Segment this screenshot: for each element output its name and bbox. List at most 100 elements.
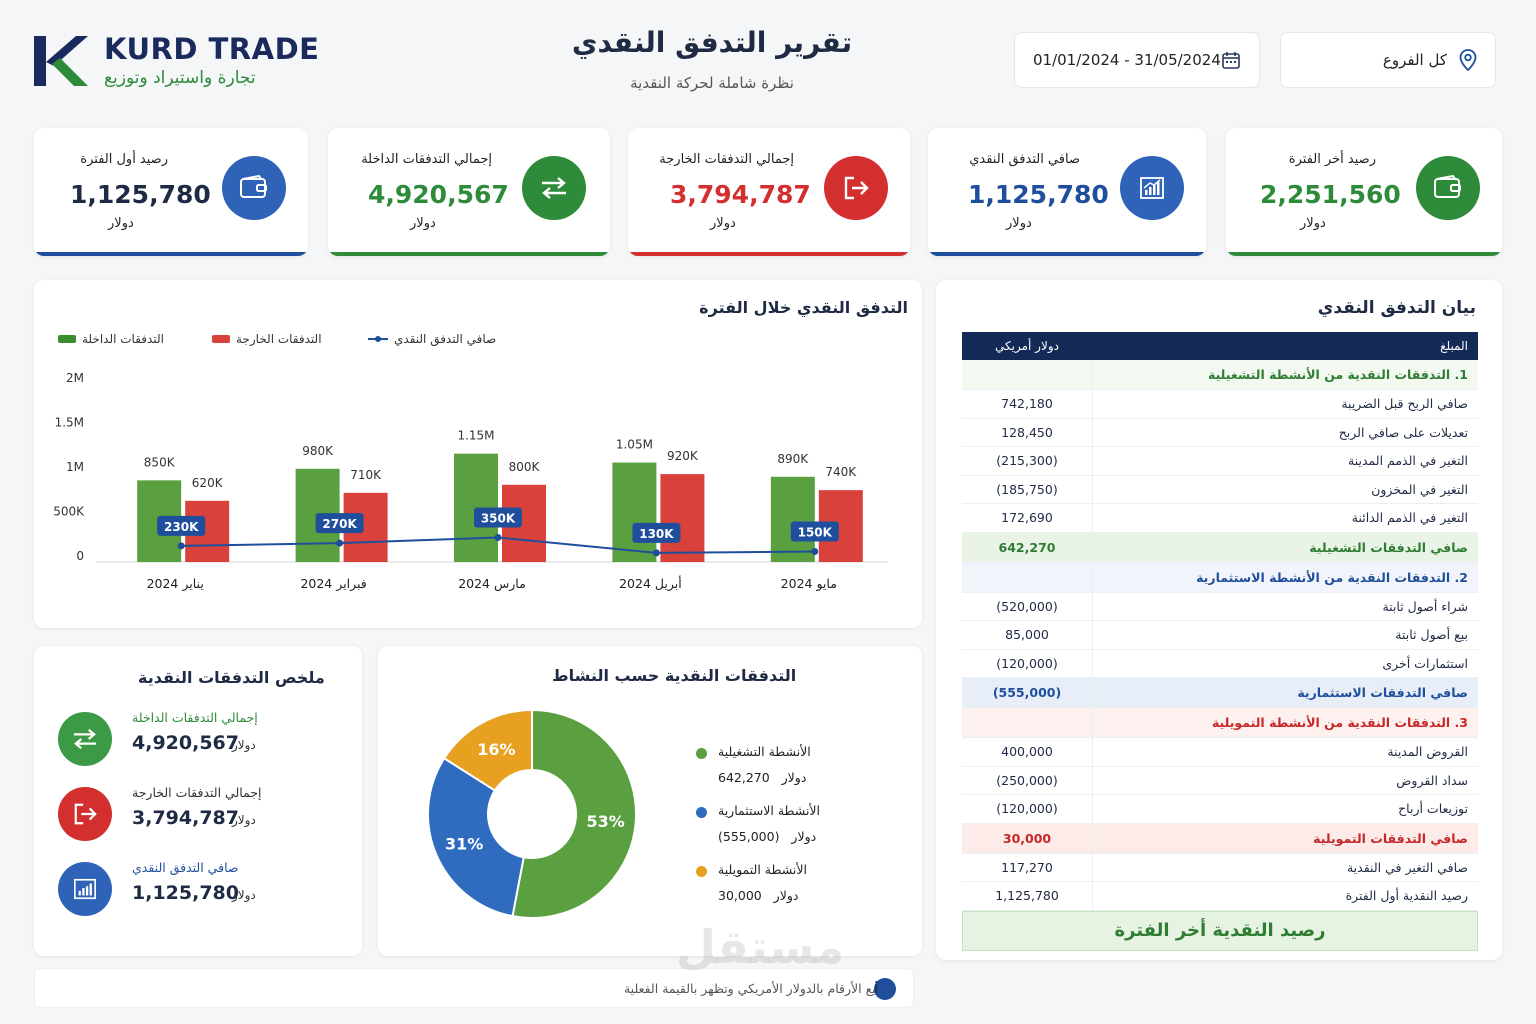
date-range-filter[interactable]: 01/01/2024 - 31/05/2024 bbox=[1014, 32, 1260, 88]
legend-net-label: صافي التدفق النقدي bbox=[394, 332, 497, 346]
info-icon[interactable]: i bbox=[874, 978, 896, 1000]
x-tick-label: يناير 2024 bbox=[147, 576, 205, 592]
summary-currency: دولار bbox=[232, 813, 256, 827]
kpi-closing-balance: رصيد أخر الفترة 2,251,560 دولار bbox=[1226, 128, 1502, 256]
summary-outflow: إجمالي التدفقات الخارجة 3,794,787 دولار bbox=[56, 785, 346, 845]
kpi-label: رصيد أخر الفترة bbox=[1288, 152, 1376, 167]
summary-title: ملخص التدفقات النقدية bbox=[138, 668, 325, 687]
net-flow-label: 270K bbox=[322, 517, 357, 531]
page-subtitle: نظرة شاملة لحركة النقدية bbox=[630, 74, 794, 92]
statement-row-label: شراء أصول ثابتة bbox=[1092, 592, 1478, 620]
statement-row-amount: (215,300) bbox=[996, 453, 1058, 469]
activity-name: الأنشطة الاستثمارية bbox=[718, 803, 821, 818]
statement-total-row: صافي التدفقات التشغيلية 642,270 bbox=[962, 532, 1478, 563]
statement-header: المبلغ دولار أمريكي bbox=[962, 332, 1478, 360]
kpi-label: صافي التدفق النقدي bbox=[969, 152, 1080, 167]
statement-row-label: 2. التدفقات النقدية من الأنشطة الاستثمار… bbox=[1092, 562, 1478, 592]
x-tick-label: مايو 2024 bbox=[781, 576, 837, 592]
statement-row: صافي التغير في النقدية 117,270 bbox=[962, 853, 1478, 882]
branch-filter[interactable]: كل الفروع bbox=[1280, 32, 1496, 88]
inflow-bar-label: 890K bbox=[777, 452, 809, 466]
statement-row-label: توزيعات أرباح bbox=[1092, 795, 1478, 823]
x-tick-label: مارس 2024 bbox=[458, 576, 526, 592]
kpi-label: رصيد أول الفترة bbox=[80, 152, 168, 167]
y-tick-label: 1.5M bbox=[55, 416, 84, 430]
calendar-icon bbox=[1222, 52, 1240, 69]
statement-row-amount: 117,270 bbox=[1001, 859, 1053, 875]
kpi-accent-bar bbox=[34, 252, 308, 256]
statement-row: صافي الربح قبل الضريبة 742,180 bbox=[962, 390, 1478, 419]
k-logo-icon bbox=[34, 36, 88, 86]
summary-net: صافي التدفق النقدي 1,125,780 دولار bbox=[56, 860, 346, 920]
summary-value: 3,794,787 bbox=[132, 807, 239, 829]
activity-currency: دولار bbox=[773, 888, 799, 903]
statement-row-amount: (185,750) bbox=[996, 481, 1058, 497]
y-tick-label: 1M bbox=[66, 460, 84, 474]
statement-row-label: 1. التدفقات النقدية من الأنشطة التشغيلية bbox=[1092, 360, 1478, 389]
donut-slice bbox=[442, 708, 533, 792]
net-flow-point bbox=[336, 539, 344, 547]
net-flow-label: 350K bbox=[481, 512, 516, 526]
statement-row-label: صافي التدفقات التمويلية bbox=[1092, 823, 1478, 853]
kpi-accent-bar bbox=[928, 252, 1206, 256]
statement-section-row: 2. التدفقات النقدية من الأنشطة الاستثمار… bbox=[962, 562, 1478, 593]
location-pin-icon bbox=[1459, 49, 1477, 71]
summary-currency: دولار bbox=[232, 888, 256, 902]
activity-value: دولار 642,270 bbox=[718, 770, 806, 785]
statement-row-label: التغير في المخزون bbox=[1092, 475, 1478, 503]
y-tick-label: 2M bbox=[66, 371, 84, 385]
statement-row: تعديلات على صافي الربح 128,450 bbox=[962, 418, 1478, 447]
activity-currency: دولار bbox=[781, 770, 807, 785]
donut-slice-label: 16% bbox=[477, 740, 515, 759]
branch-value: كل الفروع bbox=[1382, 51, 1447, 69]
cash-flow-chart: 0 500K 1M 1.5M 2M 850K 620K يناير 2024 980K 710K ف… bbox=[53, 371, 888, 592]
summary-label: صافي التدفق النقدي bbox=[132, 860, 239, 875]
brand-name: KURD TRADE bbox=[104, 32, 320, 66]
statement-row-amount: 172,690 bbox=[1001, 510, 1053, 526]
outflow-bar bbox=[660, 474, 705, 562]
inflow-bar-label: 1.05M bbox=[616, 438, 653, 452]
activity-dot bbox=[696, 866, 707, 877]
activity-value: دولار (555,000) bbox=[718, 829, 816, 844]
donut-slice-label: 31% bbox=[445, 834, 483, 853]
statement-row-amount: 642,270 bbox=[998, 539, 1056, 555]
kpi-currency: دولار bbox=[108, 216, 134, 231]
y-tick-label: 0 bbox=[76, 549, 84, 563]
summary-label: إجمالي التدفقات الداخلة bbox=[132, 710, 258, 725]
statement-head-item: المبلغ bbox=[1440, 339, 1468, 353]
statement-row-label: تعديلات على صافي الربح bbox=[1092, 418, 1478, 446]
inflow-bar bbox=[770, 476, 815, 562]
net-flow-label: 130K bbox=[639, 527, 674, 541]
inflow-bar-label: 980K bbox=[302, 444, 334, 458]
kpi-value: 1,125,780 bbox=[968, 180, 1109, 209]
legend-outflow-label: التدفقات الخارجة bbox=[236, 332, 322, 346]
legend-net: صافي التدفق النقدي bbox=[368, 332, 496, 346]
legend-outflow: التدفقات الخارجة bbox=[212, 332, 322, 346]
activity-amount: (555,000) bbox=[718, 829, 780, 844]
activity-name: الأنشطة التمويلية bbox=[718, 862, 807, 877]
statement-row-amount: 85,000 bbox=[1005, 627, 1049, 643]
statement-row-amount: 128,450 bbox=[1001, 424, 1053, 440]
donut-slice bbox=[427, 756, 525, 918]
outflow-bar-label: 740K bbox=[825, 465, 857, 479]
activity-dot bbox=[696, 748, 707, 759]
footnote-text: جميع الأرقام بالدولار الأمريكي وتظهر بال… bbox=[623, 981, 891, 996]
kpi-currency: دولار bbox=[710, 216, 736, 231]
outflow-bar-label: 800K bbox=[509, 460, 541, 474]
net-flow-label-bg bbox=[157, 515, 206, 536]
statement-total-row: صافي التدفقات التمويلية 30,000 bbox=[962, 823, 1478, 854]
net-flow-point bbox=[177, 542, 185, 550]
x-tick-label: أبريل 2024 bbox=[619, 575, 682, 592]
logout-arrow-icon bbox=[58, 787, 112, 841]
watermark: مستقل bbox=[676, 920, 845, 974]
statement-row-label: صافي التدفقات التشغيلية bbox=[1092, 532, 1478, 562]
summary-currency: دولار bbox=[232, 738, 256, 752]
donut-slice bbox=[511, 708, 637, 919]
summary-label: إجمالي التدفقات الخارجة bbox=[132, 785, 262, 800]
statement-row-label: التغير في الذمم الدائنة bbox=[1092, 504, 1478, 532]
x-tick-label: فبراير 2024 bbox=[300, 576, 366, 592]
statement-row-label: صافي التغير في النقدية bbox=[1092, 853, 1478, 881]
statement-closing-balance: رصيد النقدية أخر الفترة bbox=[962, 910, 1478, 951]
kpi-label: إجمالي التدفقات الخارجة bbox=[659, 152, 794, 167]
outflow-bar-label: 920K bbox=[667, 449, 699, 463]
